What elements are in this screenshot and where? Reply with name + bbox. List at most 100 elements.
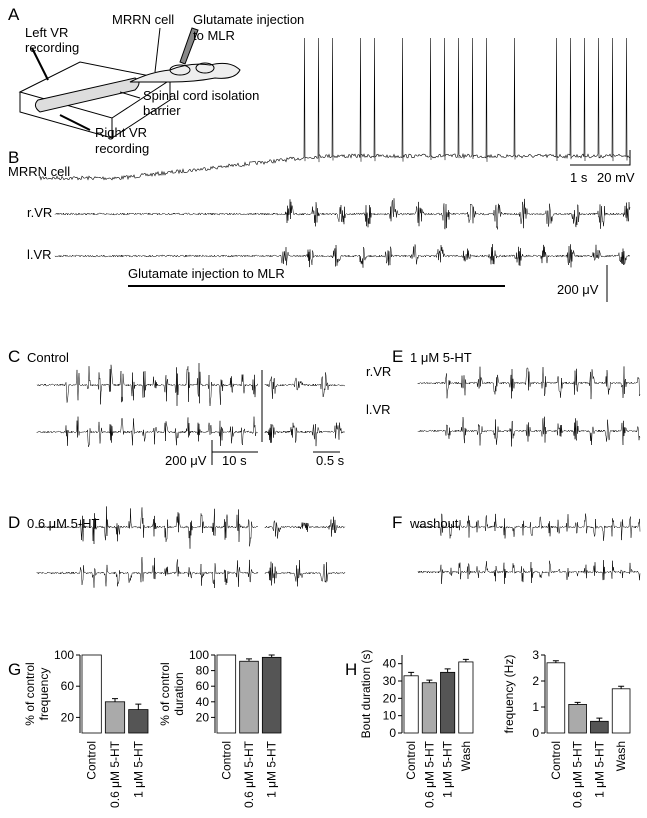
y-tick-label: 100 <box>54 648 74 662</box>
bar <box>128 709 149 734</box>
vr-trace <box>264 422 346 447</box>
error-bar <box>444 668 451 673</box>
x-tick-label: Control <box>85 741 99 780</box>
bar <box>261 656 282 734</box>
bar <box>81 654 102 734</box>
y-tick-label: 80 <box>196 664 210 678</box>
x-tick-label: 1 μM 5-HT <box>592 740 606 798</box>
y-tick-label: 0 <box>389 726 396 740</box>
trace-label: r.VR <box>366 364 391 379</box>
prep-diagram <box>18 27 241 139</box>
condition-label: 0.6 μM 5-HT <box>27 516 100 531</box>
y-axis-label: % of control <box>158 662 172 725</box>
scale-bar <box>570 150 631 166</box>
diagram-label: Left VR <box>25 25 68 40</box>
diagram-label: to MLR <box>193 28 235 43</box>
condition-label: Control <box>27 350 69 365</box>
x-tick-label: 1 μM 5-HT <box>131 740 145 798</box>
scale-label: 1 s <box>570 170 588 185</box>
x-tick-label: Control <box>549 741 563 780</box>
vr-trace <box>264 372 346 399</box>
panel-label: A <box>8 5 20 24</box>
error-bar <box>552 660 559 663</box>
vr-trace <box>54 198 631 231</box>
x-tick-label: 0.6 μM 5-HT <box>108 740 122 808</box>
y-tick-label: 20 <box>61 710 75 724</box>
x-tick-label: Control <box>404 741 418 780</box>
diagram-label: Spinal cord isolation <box>143 88 259 103</box>
vr-trace <box>417 560 641 584</box>
panel-label: H <box>345 660 357 679</box>
error-bar <box>408 671 415 676</box>
diagram-label: recording <box>25 40 79 55</box>
traces <box>36 37 641 589</box>
y-tick-label: 40 <box>196 695 210 709</box>
y-tick-label: 60 <box>61 679 75 693</box>
y-tick-label: 60 <box>196 679 210 693</box>
trace-label: l.VR <box>366 402 391 417</box>
panel-label: D <box>8 513 20 532</box>
error-bar <box>596 717 603 722</box>
x-tick-label: Wash <box>614 741 628 771</box>
y-axis-label: frequency (Hz) <box>502 655 516 734</box>
y-tick-label: 20 <box>383 691 397 705</box>
mrrn-trace <box>39 37 631 181</box>
diagram-label: recording <box>95 141 149 156</box>
vr-trace <box>36 506 259 549</box>
bar <box>458 661 474 734</box>
y-tick-label: 3 <box>532 648 539 662</box>
x-tick-label: 0.6 μM 5-HT <box>571 740 585 808</box>
scale-bar <box>261 370 340 453</box>
error-bar <box>135 703 142 710</box>
y-axis-label: % of control <box>23 662 37 725</box>
trace-label: l.VR <box>27 247 52 262</box>
diagram-label: barrier <box>143 103 181 118</box>
panel-labels: A B C D E F G H <box>8 5 403 679</box>
vr-trace <box>417 416 641 447</box>
bar <box>546 662 566 734</box>
bar <box>216 654 237 734</box>
vr-trace <box>264 516 346 539</box>
diagram-label: MRRN cell <box>112 12 174 27</box>
condition-label: 1 μM 5-HT <box>410 350 472 365</box>
vr-trace <box>36 363 259 407</box>
x-tick-label: 0.6 μM 5-HT <box>242 740 256 808</box>
bar <box>403 675 419 734</box>
y-tick-label: 30 <box>383 674 397 688</box>
x-tick-label: 0.6 μM 5-HT <box>422 740 436 808</box>
panel-label: G <box>8 660 21 679</box>
bar <box>440 671 456 734</box>
error-bar <box>618 685 625 689</box>
bar <box>568 704 587 734</box>
error-bar <box>246 658 252 662</box>
y-tick-label: 100 <box>189 648 209 662</box>
scale-label: 0.5 s <box>316 453 345 468</box>
trace-label: r.VR <box>27 205 52 220</box>
y-tick-label: 0 <box>532 726 539 740</box>
vr-trace <box>54 244 631 268</box>
y-tick-label: 2 <box>532 674 539 688</box>
vr-trace <box>36 557 259 589</box>
y-axis-label: frequency <box>37 668 51 721</box>
bar <box>421 682 437 734</box>
error-bar <box>112 698 118 702</box>
error-bar <box>268 654 275 658</box>
scale-label: 20 mV <box>597 170 635 185</box>
annotation: Glutamate injection to MLR <box>128 266 285 281</box>
y-axis-label: Bout duration (s) <box>359 650 373 739</box>
scale-label: 200 μV <box>557 282 599 297</box>
diagram-label: Right VR <box>95 125 147 140</box>
y-axis-label: duration <box>172 672 186 715</box>
x-tick-label: 1 μM 5-HT <box>265 740 279 798</box>
error-bar <box>426 679 433 683</box>
diagram-label: Glutamate injection <box>193 12 304 27</box>
error-bar <box>462 658 469 662</box>
bar <box>590 720 609 734</box>
vr-trace <box>417 513 641 541</box>
scale-bar <box>211 440 258 465</box>
panel-label: C <box>8 347 20 366</box>
trace-label: MRRN cell <box>8 164 70 179</box>
x-tick-label: 1 μM 5-HT <box>441 740 455 798</box>
